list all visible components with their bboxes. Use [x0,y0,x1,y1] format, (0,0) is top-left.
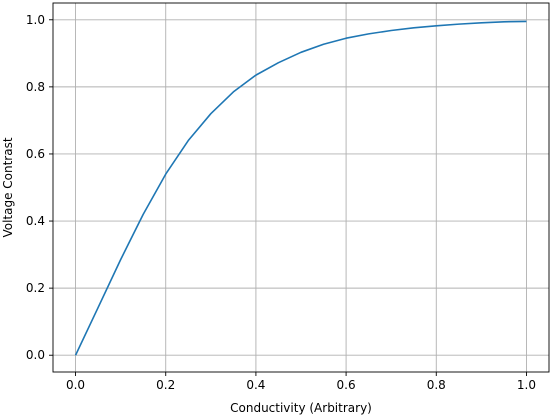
y-axis: 0.0 0.2 0.4 0.6 0.8 1.0 [26,13,53,362]
y-tick-label: 1.0 [26,13,45,27]
y-axis-label: Voltage Contrast [1,137,15,237]
x-tick-label: 0.0 [66,378,85,392]
y-tick-label: 0.0 [26,348,45,362]
y-tick-label: 0.4 [26,214,45,228]
x-axis-label: Conductivity (Arbitrary) [230,401,372,415]
x-axis: 0.0 0.2 0.4 0.6 0.8 1.0 [66,372,536,392]
y-tick-label: 0.8 [26,80,45,94]
series-line [74,20,527,356]
series-layer [74,20,527,356]
y-tick-label: 0.2 [26,281,45,295]
x-tick-label: 0.8 [427,378,446,392]
x-tick-label: 0.2 [156,378,175,392]
x-tick-label: 0.6 [337,378,356,392]
plot-frame [52,2,550,373]
x-tick-label: 0.4 [246,378,265,392]
y-tick-label: 0.6 [26,147,45,161]
grid [53,3,549,372]
x-tick-label: 1.0 [517,378,536,392]
